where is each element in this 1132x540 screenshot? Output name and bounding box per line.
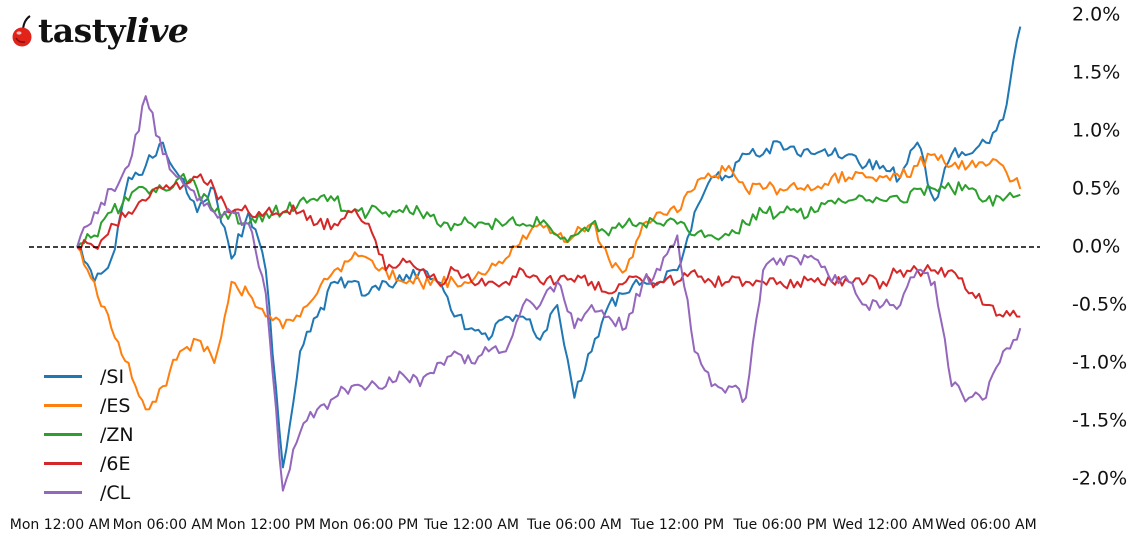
legend-label: /6E xyxy=(100,452,131,475)
x-tick-label: Wed 06:00 AM xyxy=(935,517,1037,533)
brand-wordmark: tastylive xyxy=(38,10,189,50)
y-tick-label: -1.0% xyxy=(1072,351,1128,374)
x-tick-label: Tue 12:00 AM xyxy=(424,517,519,533)
x-tick-label: Tue 06:00 PM xyxy=(733,517,828,533)
legend-item-zn: /ZN xyxy=(44,420,134,449)
series-layer xyxy=(76,26,1022,492)
legend-label: /CL xyxy=(100,481,131,504)
brand-bold: tasty xyxy=(38,10,126,50)
cherry-icon xyxy=(10,13,36,47)
legend-label: /ES xyxy=(100,394,131,417)
legend-item-cl: /CL xyxy=(44,478,134,507)
legend-swatch xyxy=(44,491,82,494)
series-line-zn xyxy=(76,172,1021,248)
series-line-6e xyxy=(76,173,1021,318)
legend-swatch xyxy=(44,404,82,407)
y-tick-label: -1.5% xyxy=(1072,409,1128,432)
legend-swatch xyxy=(44,433,82,436)
x-tick-label: Wed 12:00 AM xyxy=(832,517,934,533)
legend-label: /ZN xyxy=(100,423,134,446)
legend-item-si: /SI xyxy=(44,362,134,391)
legend-item-es: /ES xyxy=(44,391,134,420)
x-tick-label: Mon 12:00 PM xyxy=(216,517,316,533)
y-tick-label: 0.0% xyxy=(1072,235,1121,258)
series-line-si xyxy=(77,26,1022,469)
x-tick-label: Mon 06:00 PM xyxy=(319,517,419,533)
legend-item-6e: /6E xyxy=(44,449,134,478)
x-tick-label: Tue 06:00 AM xyxy=(527,517,622,533)
y-tick-label: 0.5% xyxy=(1072,177,1121,200)
series-line-cl xyxy=(76,95,1022,492)
legend: /SI/ES/ZN/6E/CL xyxy=(44,362,134,507)
y-tick-label: 1.5% xyxy=(1072,61,1121,84)
legend-swatch xyxy=(44,375,82,378)
x-tick-label: Tue 12:00 PM xyxy=(630,517,725,533)
brand-italic: live xyxy=(125,10,189,50)
y-tick-label: 1.0% xyxy=(1072,119,1121,142)
legend-label: /SI xyxy=(100,365,125,388)
series-line-es xyxy=(76,152,1022,411)
y-tick-label: 2.0% xyxy=(1072,3,1121,26)
x-tick-label: Mon 06:00 AM xyxy=(112,517,214,533)
legend-swatch xyxy=(44,462,82,465)
y-tick-label: -0.5% xyxy=(1072,293,1128,316)
y-tick-label: -2.0% xyxy=(1072,467,1128,490)
x-tick-label: Mon 12:00 AM xyxy=(9,517,111,533)
tastylive-logo: tastylive xyxy=(10,8,189,52)
